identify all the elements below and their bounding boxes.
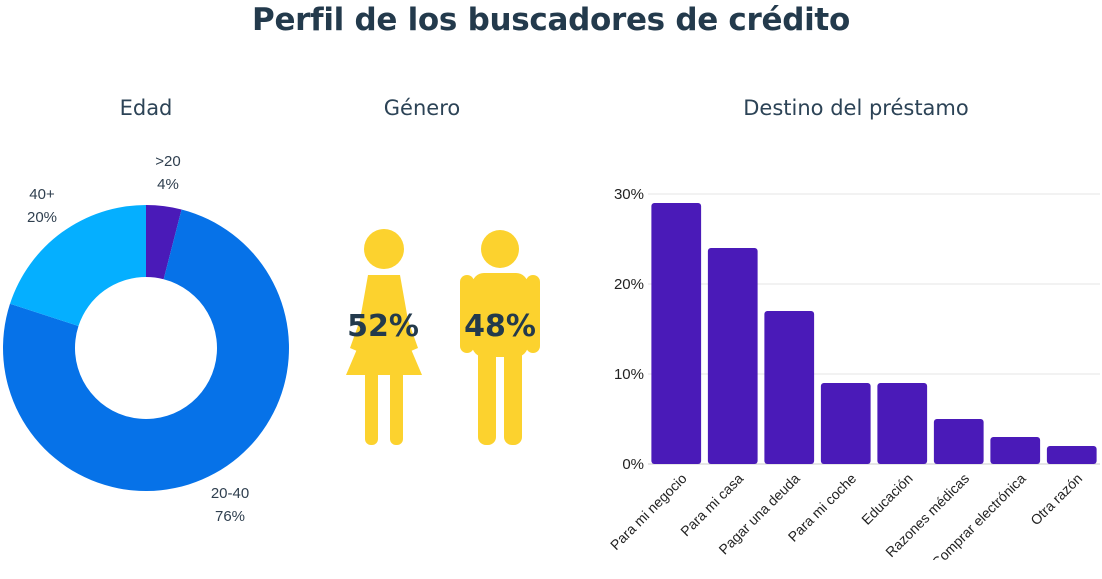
bar-5	[933, 419, 984, 464]
donut-slice-1	[2, 209, 289, 491]
female-figure-icon	[346, 229, 422, 445]
bar-0	[651, 203, 702, 464]
male-percentage: 48%	[464, 309, 536, 344]
donut-slice-0	[146, 205, 182, 280]
x-category-label: Para mi negocio	[607, 470, 690, 553]
x-category-label: Otra razón	[1027, 470, 1085, 528]
male-figure-icon	[460, 230, 540, 445]
page-title: Perfil de los buscadores de crédito	[252, 2, 850, 38]
donut-label-40plus-name: 40+	[29, 186, 55, 203]
donut-label-20to40: 20-40 76%	[200, 482, 260, 528]
donut-label-40plus: 40+ 20%	[12, 183, 72, 229]
bar-2	[764, 311, 815, 464]
y-tick-label: 20%	[614, 276, 644, 293]
gender-chart-title: Género	[383, 96, 461, 120]
donut-label-20to40-pct: 76%	[214, 508, 246, 525]
gender-pictogram: 52% 48%	[346, 229, 540, 445]
bar-4	[877, 383, 928, 464]
donut-slice-2	[9, 205, 147, 327]
age-donut-chart	[2, 205, 289, 491]
donut-label-under20: >20 4%	[138, 150, 198, 196]
y-tick-label: 30%	[614, 186, 644, 203]
x-category-label: Educación	[858, 470, 916, 528]
donut-label-under20-name: >20	[155, 153, 181, 170]
bar-1	[707, 248, 758, 464]
bar-3	[820, 383, 871, 464]
purpose-chart-title: Destino del préstamo	[743, 96, 969, 120]
x-category-label: Comprar electrónica	[928, 470, 1029, 560]
y-tick-label: 0%	[622, 456, 644, 473]
donut-label-20to40-name: 20-40	[210, 485, 250, 502]
bar-6	[990, 437, 1041, 464]
y-tick-label: 10%	[614, 366, 644, 383]
bar-7	[1046, 446, 1097, 464]
donut-label-under20-pct: 4%	[157, 176, 179, 193]
female-percentage: 52%	[347, 309, 419, 344]
age-chart-title: Edad	[119, 96, 173, 120]
donut-label-40plus-pct: 20%	[26, 209, 58, 226]
